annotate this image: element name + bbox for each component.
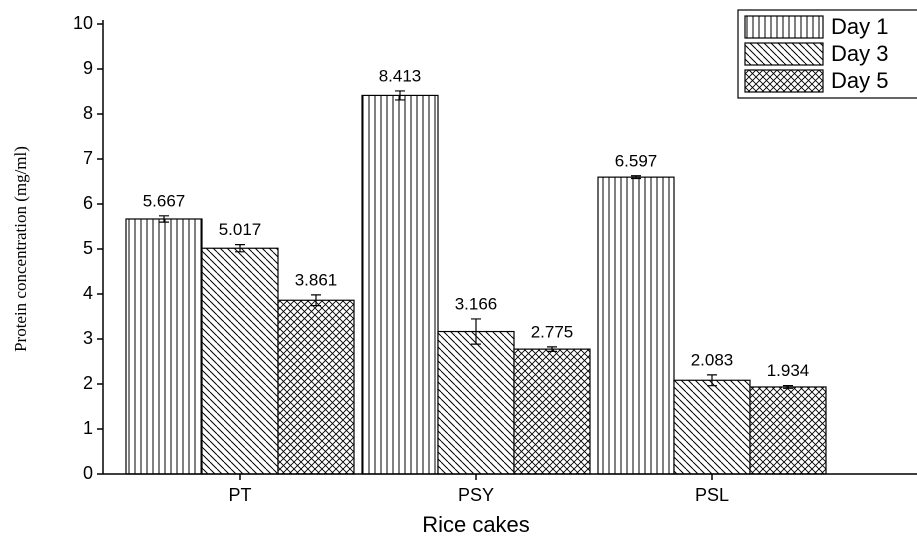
y-tick-label: 3	[83, 328, 93, 348]
error-bar	[547, 346, 557, 352]
error-bar	[783, 385, 793, 389]
value-label: 2.775	[531, 322, 574, 341]
y-axis-title: Protein concentration (mg/ml)	[11, 146, 30, 352]
y-tick-label: 8	[83, 103, 93, 123]
error-bar	[631, 175, 641, 180]
x-tick-label: PSY	[458, 485, 494, 505]
value-label: 5.017	[219, 220, 262, 239]
value-label: 8.413	[379, 66, 422, 85]
bar	[361, 94, 439, 475]
y-tick-label: 7	[83, 148, 93, 168]
bar	[597, 176, 675, 475]
y-tick-label: 10	[73, 13, 93, 33]
bar	[201, 247, 279, 475]
legend-swatch	[744, 42, 824, 66]
y-tick-label: 4	[83, 283, 93, 303]
legend-swatch	[744, 15, 824, 39]
value-label: 3.861	[295, 270, 338, 289]
y-tick-label: 5	[83, 238, 93, 258]
y-tick-label: 1	[83, 418, 93, 438]
x-axis-title: Rice cakes	[422, 512, 530, 537]
x-tick-label: PT	[228, 485, 251, 505]
legend-label: Day 5	[831, 68, 888, 93]
bar	[125, 218, 203, 475]
error-bar	[707, 374, 717, 387]
y-tick-label: 0	[83, 463, 93, 483]
y-tick-label: 9	[83, 58, 93, 78]
value-label: 2.083	[691, 350, 734, 369]
value-label: 3.166	[455, 294, 498, 313]
bar	[749, 386, 827, 475]
bar	[277, 299, 355, 475]
legend-label: Day 3	[831, 41, 888, 66]
value-label: 6.597	[615, 151, 658, 170]
error-bar	[311, 294, 321, 307]
value-label: 1.934	[767, 361, 810, 380]
bar	[673, 379, 751, 475]
legend-label: Day 1	[831, 14, 888, 39]
error-bar	[159, 215, 169, 223]
y-tick-label: 6	[83, 193, 93, 213]
x-tick-label: PSL	[695, 485, 729, 505]
error-bar	[471, 318, 481, 345]
error-bar	[395, 90, 405, 101]
value-label: 5.667	[143, 191, 186, 210]
bar	[437, 330, 515, 475]
error-bar	[235, 244, 245, 253]
y-tick-label: 2	[83, 373, 93, 393]
bar	[513, 348, 591, 475]
legend-swatch	[744, 69, 824, 93]
